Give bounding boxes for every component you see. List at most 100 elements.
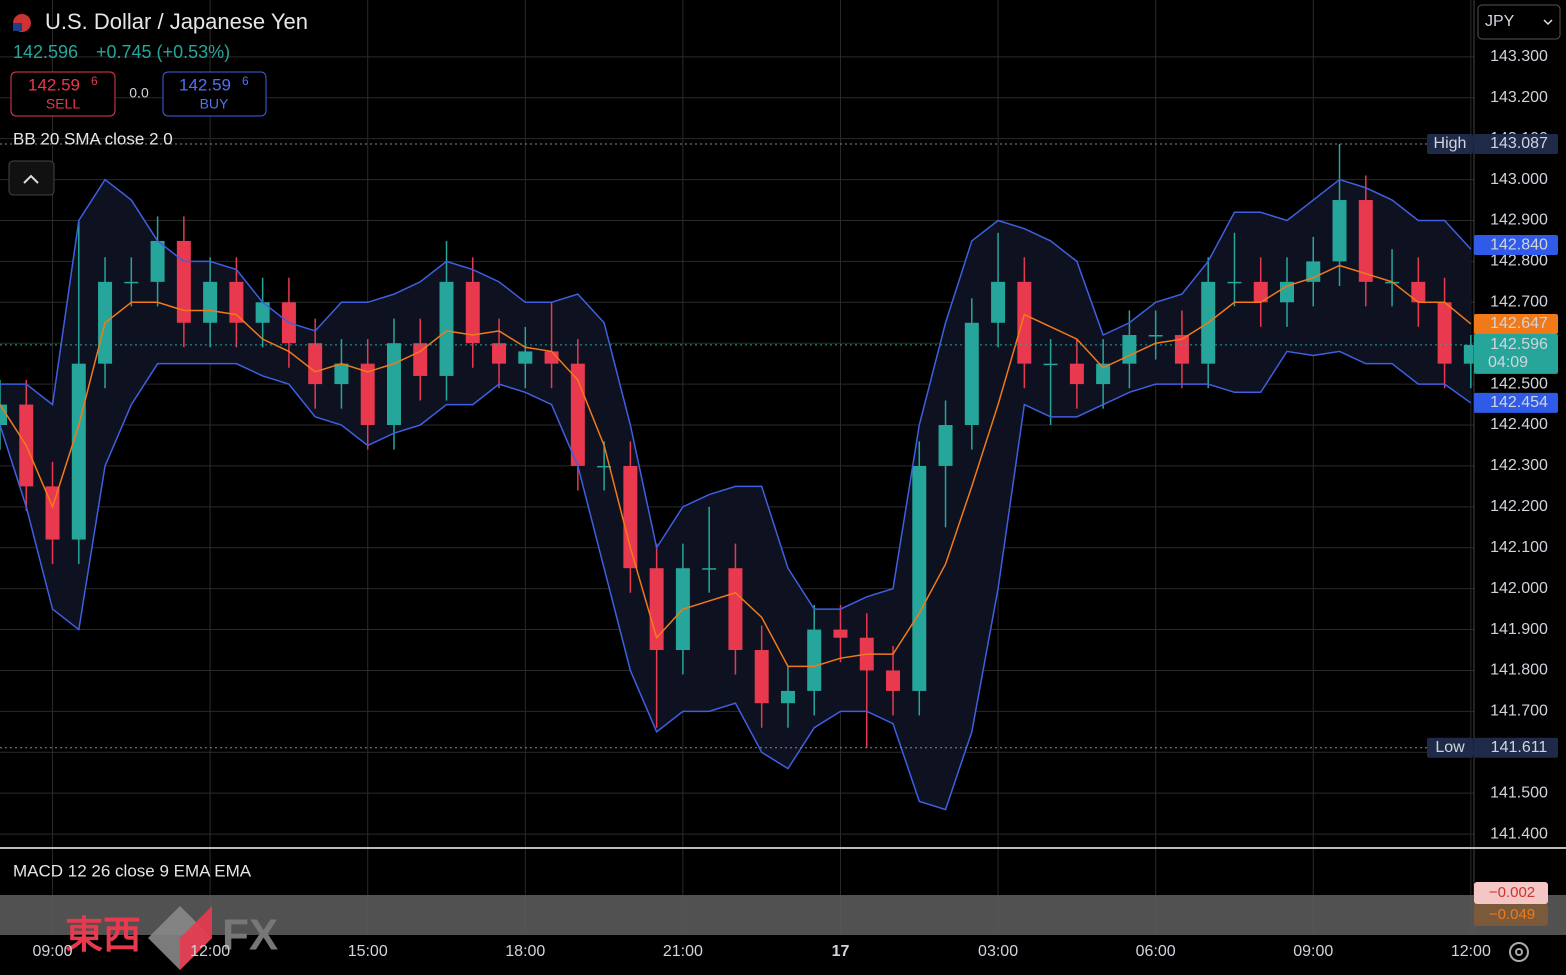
- x-tick-label: 21:00: [663, 943, 703, 960]
- watermark-cjk: 東西: [65, 915, 141, 957]
- candle-body: [386, 343, 401, 426]
- candle-body: [492, 343, 507, 364]
- candle-body: [938, 425, 953, 466]
- plot: [0, 143, 1474, 811]
- candle-body: [1174, 335, 1189, 364]
- currency-label: JPY: [1485, 13, 1515, 30]
- candle-body: [1122, 335, 1137, 364]
- candle-body: [1358, 200, 1373, 282]
- candle-body: [124, 281, 139, 284]
- candle-body: [886, 670, 901, 691]
- y-tick-label: 141.700: [1490, 703, 1548, 720]
- buy-price: 142.59: [179, 75, 231, 94]
- candle-body: [1279, 281, 1294, 303]
- candle-body: [150, 240, 165, 282]
- y-tick-label: 141.400: [1490, 825, 1548, 842]
- x-tick-label: 18:00: [505, 943, 545, 960]
- y-tick-label: 142.700: [1490, 294, 1548, 311]
- y-tick-label: 142.100: [1490, 539, 1548, 556]
- sell-button[interactable]: [10, 71, 116, 117]
- currency-select[interactable]: [1477, 4, 1561, 40]
- upper-band: [0, 178, 1472, 610]
- settings-icon: [1515, 948, 1523, 956]
- candle-body: [1332, 200, 1347, 262]
- last-price-label: 142.596: [1490, 336, 1548, 353]
- band-price: 142.840: [1490, 236, 1548, 253]
- candle-body: [413, 343, 428, 376]
- candle-body: [1253, 281, 1268, 303]
- marker-price: 143.087: [1490, 135, 1548, 152]
- candle-body: [1148, 335, 1163, 337]
- candle-body: [0, 404, 7, 426]
- symbol-title: U.S. Dollar / Japanese Yen: [45, 9, 308, 34]
- candle-body: [229, 281, 244, 323]
- y-tick-label: 142.900: [1490, 212, 1548, 229]
- collapse-button[interactable]: [8, 160, 55, 196]
- flag-icon: [13, 23, 22, 31]
- dropdown-icon: [1543, 19, 1553, 26]
- candle-body: [1411, 281, 1426, 303]
- candle-body: [71, 363, 86, 540]
- candle-body: [439, 281, 454, 376]
- x-tick-label: 03:00: [978, 943, 1018, 960]
- price-tag: [1474, 133, 1558, 154]
- x-tick-label: 12:00: [1451, 943, 1491, 960]
- marker-tag: [1427, 737, 1473, 758]
- candle-body: [1227, 281, 1242, 284]
- buy-pip: 6: [242, 74, 249, 88]
- candle-body: [991, 281, 1006, 323]
- candle-body: [780, 690, 795, 704]
- watermark-logo: [180, 906, 212, 970]
- candle-body: [1043, 363, 1058, 366]
- price-tag: [1474, 392, 1558, 413]
- candle-body: [964, 322, 979, 426]
- candle-body: [360, 363, 375, 426]
- candle-body: [912, 465, 927, 691]
- price-axis: 141.400141.500141.600141.700141.800141.9…: [1427, 48, 1558, 842]
- marker-label: Low: [1435, 739, 1465, 756]
- x-tick-label: 12:00: [190, 943, 230, 960]
- x-tick-label: 06:00: [1136, 943, 1176, 960]
- candle-body: [518, 351, 533, 364]
- candle-body: [308, 343, 323, 385]
- macd-value: −0.002: [1489, 884, 1535, 901]
- signal-value-box: [1474, 904, 1548, 926]
- candle-body: [465, 281, 480, 344]
- candle-body: [597, 465, 612, 468]
- price-tag: [1474, 333, 1558, 374]
- y-tick-label: 142.800: [1490, 253, 1548, 270]
- macd-pane: MACD 12 26 close 9 EMA EMA −0.002 −0.049…: [0, 861, 1566, 970]
- price-tag: [1474, 313, 1558, 334]
- x-tick-label: 15:00: [348, 943, 388, 960]
- signal-value: −0.049: [1489, 906, 1535, 923]
- y-tick-label: 143.000: [1490, 171, 1548, 188]
- y-tick-label: 142.200: [1490, 498, 1548, 515]
- sell-label: SELL: [46, 96, 80, 112]
- x-tick-label: 09:00: [1293, 943, 1333, 960]
- price-tag: [1474, 235, 1558, 256]
- y-tick-label: 142.000: [1490, 580, 1548, 597]
- candle-body: [1437, 302, 1452, 364]
- marker-price: 141.611: [1491, 739, 1548, 756]
- indicator-label: BB 20 SMA close 2 0: [13, 129, 173, 148]
- price-tag: [1474, 737, 1558, 758]
- settings-icon[interactable]: [1509, 942, 1529, 962]
- band-price: 142.454: [1490, 394, 1548, 411]
- candle-body: [833, 629, 848, 638]
- candle-body: [255, 302, 270, 323]
- sell-pip: 6: [91, 74, 98, 88]
- buy-button[interactable]: [162, 71, 267, 117]
- candle-body: [728, 568, 743, 651]
- y-tick-label: 143.300: [1490, 48, 1548, 65]
- y-tick-label: 142.500: [1490, 375, 1548, 392]
- y-tick-label: 141.800: [1490, 662, 1548, 679]
- y-tick-label: 142.300: [1490, 457, 1548, 474]
- last-price: 142.596: [13, 42, 78, 62]
- y-tick-label: 143.200: [1490, 89, 1548, 106]
- middle-band: [0, 264, 1472, 668]
- band-fill: [0, 179, 1471, 810]
- candle-body: [1463, 344, 1474, 364]
- buy-label: BUY: [200, 96, 229, 112]
- watermark-band: [0, 895, 1566, 935]
